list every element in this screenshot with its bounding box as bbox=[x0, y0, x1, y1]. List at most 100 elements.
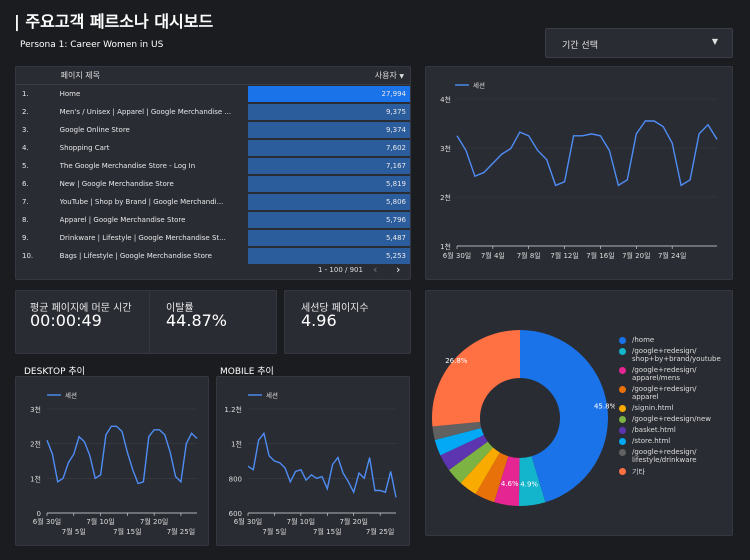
row-rank: 6. bbox=[22, 180, 29, 188]
x-tick-label: 7월 25일 bbox=[167, 527, 195, 536]
legend-item[interactable]: /store.html bbox=[619, 437, 731, 445]
donut-slice[interactable] bbox=[518, 456, 546, 506]
donut-legend: /home/google+redesign/ shop+by+brand/you… bbox=[619, 336, 731, 480]
prev-page-icon[interactable]: ‹ bbox=[373, 263, 378, 276]
donut-slice[interactable] bbox=[494, 456, 520, 506]
slice-label: 4.6% bbox=[501, 480, 519, 488]
legend-color-dot bbox=[619, 468, 626, 475]
y-tick-label: 1천 bbox=[440, 242, 451, 251]
users-bar-fill bbox=[247, 212, 410, 228]
table-row[interactable]: 6. New | Google Merchandise Store 5,819 bbox=[16, 175, 410, 193]
row-users-bar: 5,487 bbox=[247, 229, 410, 247]
sort-desc-icon: ▼ bbox=[399, 72, 404, 80]
y-tick-label: 3천 bbox=[440, 144, 451, 153]
users-header[interactable]: 사용자 ▼ bbox=[247, 66, 410, 85]
table-row[interactable]: 3. Google Online Store 9,374 bbox=[16, 121, 410, 139]
legend-item[interactable]: 기타 bbox=[619, 467, 731, 477]
row-users-bar: 9,374 bbox=[247, 121, 410, 139]
legend-color-dot bbox=[619, 405, 626, 412]
row-page-title: The Google Merchandise Store - Log In bbox=[59, 162, 196, 170]
donut-slice[interactable] bbox=[460, 447, 500, 494]
date-range-label: 기간 선택 bbox=[562, 41, 598, 51]
x-tick-label: 7월 24일 bbox=[658, 251, 686, 260]
table-row[interactable]: 2. Men's / Unisex | Apparel | Google Merc… bbox=[16, 103, 410, 121]
x-tick-label: 6월 30일 bbox=[443, 251, 471, 260]
legend-color-dot bbox=[619, 449, 626, 456]
legend-label: /google+redesign/ apparel bbox=[632, 385, 697, 401]
row-users-bar: 7,167 bbox=[247, 157, 410, 175]
row-rank: 2. bbox=[22, 108, 29, 116]
legend-label: /store.html bbox=[632, 437, 671, 445]
next-page-icon[interactable]: › bbox=[396, 263, 401, 276]
table-row[interactable]: 7. YouTube | Shop by Brand | Google Merch… bbox=[16, 193, 410, 211]
y-tick-label: 1.2천 bbox=[224, 405, 242, 414]
row-rank: 3. bbox=[22, 126, 29, 134]
table-row[interactable]: 8. Apparel | Google Merchandise Store 5,79… bbox=[16, 211, 410, 229]
legend-label: /signin.html bbox=[632, 404, 674, 412]
donut-slice[interactable] bbox=[520, 330, 608, 503]
kpi-card-bounce-rate: 이탈률 44.87% bbox=[149, 290, 277, 354]
legend-label: /home bbox=[632, 336, 655, 344]
donut-slice[interactable] bbox=[475, 452, 509, 503]
legend-item[interactable]: /signin.html bbox=[619, 404, 731, 412]
kpi-label: 평균 페이지에 머문 시간 bbox=[30, 303, 132, 314]
users-header-label: 사용자 bbox=[374, 70, 397, 80]
legend-item[interactable]: /google+redesign/ apparel bbox=[619, 385, 731, 401]
x-tick-label: 7월 20일 bbox=[622, 251, 650, 260]
donut-slice[interactable] bbox=[434, 427, 484, 456]
row-page-title: Men's / Unisex | Apparel | Google Mercha… bbox=[59, 108, 232, 116]
users-bar-fill bbox=[247, 122, 410, 138]
table-row[interactable]: 1. Home 27,994 bbox=[16, 85, 410, 104]
row-page-title: Bags | Lifestyle | Google Merchandise St… bbox=[59, 252, 212, 260]
kpi-value: 44.87% bbox=[166, 311, 228, 330]
legend-item[interactable]: /google+redesign/ lifestyle/drinkware bbox=[619, 448, 731, 464]
legend-label: /google+redesign/ lifestyle/drinkware bbox=[632, 448, 697, 464]
donut-slice[interactable] bbox=[440, 434, 488, 470]
legend-color-dot bbox=[619, 348, 626, 355]
x-tick-label: 7월 5일 bbox=[262, 527, 286, 536]
legend-color-dot bbox=[619, 427, 626, 434]
users-bar-fill bbox=[247, 86, 410, 102]
legend-item[interactable]: /google+redesign/ shop+by+brand/youtube bbox=[619, 347, 731, 363]
donut-slice[interactable] bbox=[432, 330, 520, 427]
row-users-bar: 9,375 bbox=[247, 103, 410, 121]
legend-item[interactable]: /google+redesign/new bbox=[619, 415, 731, 423]
legend-label: /basket.html bbox=[632, 426, 676, 434]
legend-item[interactable]: /home bbox=[619, 336, 731, 344]
desktop-chart-card bbox=[15, 376, 209, 546]
table-row[interactable]: 5. The Google Merchandise Store - Log In 7… bbox=[16, 157, 410, 175]
table-row[interactable]: 9. Drinkware | Lifestyle | Google Merchan… bbox=[16, 229, 410, 247]
row-page-title: New | Google Merchandise Store bbox=[59, 180, 174, 188]
table-row[interactable]: 10. Bags | Lifestyle | Google Merchandise… bbox=[16, 247, 410, 265]
row-users-value: 5,819 bbox=[385, 180, 406, 188]
page-title-header[interactable]: 페이지 제목 bbox=[59, 66, 248, 85]
row-rank: 8. bbox=[22, 216, 29, 224]
row-rank: 1. bbox=[22, 90, 29, 98]
row-page-title: Apparel | Google Merchandise Store bbox=[59, 216, 186, 224]
page-title: | 주요고객 페르소나 대시보드 bbox=[14, 12, 214, 31]
kpi-value: 4.96 bbox=[301, 311, 337, 330]
sessions-line-chart: 4천 3천 2천 1천 세션 6월 30일 7월 4일 7월 8일 7월 12일 7월 16일 7월… bbox=[440, 81, 718, 260]
legend-label: 기타 bbox=[632, 468, 645, 476]
series-line bbox=[46, 425, 198, 485]
row-page-title: Drinkware | Lifestyle | Google Merchandi… bbox=[59, 234, 226, 242]
row-users-bar: 5,796 bbox=[247, 211, 410, 229]
legend-color-dot bbox=[619, 416, 626, 423]
row-users-value: 9,374 bbox=[385, 126, 406, 134]
row-users-bar: 27,994 bbox=[247, 85, 410, 104]
donut-slice[interactable] bbox=[448, 441, 494, 483]
legend-color-dot bbox=[619, 337, 626, 344]
row-users-value: 7,167 bbox=[385, 162, 406, 170]
legend-item[interactable]: /basket.html bbox=[619, 426, 731, 434]
date-range-dropdown[interactable]: 기간 선택 ▼ bbox=[545, 28, 733, 58]
table-row[interactable]: 4. Shopping Cart 7,602 bbox=[16, 139, 410, 157]
pagination-range: 1 - 100 / 901 bbox=[318, 266, 363, 274]
legend-label: /google+redesign/ shop+by+brand/youtube bbox=[632, 347, 721, 363]
x-tick-label: 7월 4일 bbox=[481, 251, 505, 260]
legend-item[interactable]: /google+redesign/ apparel/mens bbox=[619, 366, 731, 382]
x-tick-label: 7월 15일 bbox=[313, 527, 341, 536]
row-rank: 5. bbox=[22, 162, 29, 170]
donut-slice[interactable] bbox=[432, 421, 482, 440]
page-share-donut-chart: 45.8% 4.9%4.6% 26.8% bbox=[432, 330, 615, 506]
users-bar-fill bbox=[247, 194, 410, 210]
